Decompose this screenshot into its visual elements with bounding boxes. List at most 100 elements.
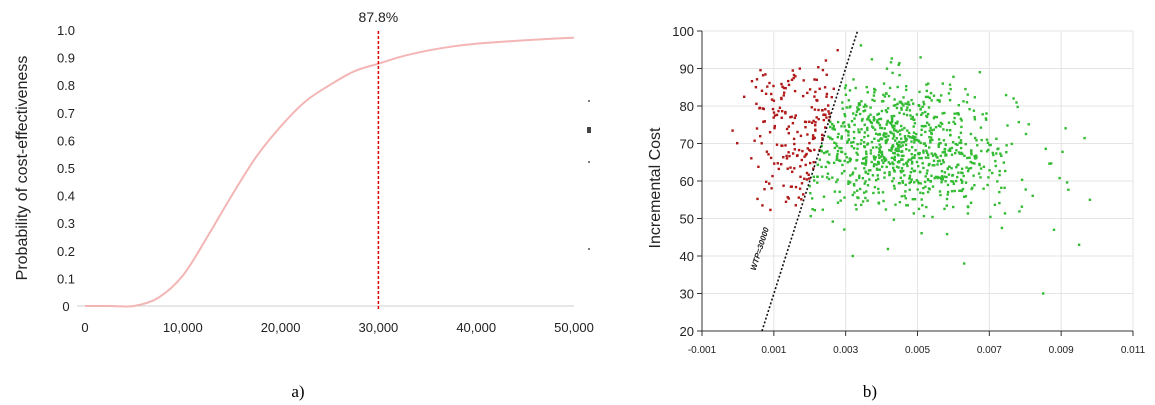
simulation-point — [843, 125, 846, 128]
simulation-point — [858, 174, 861, 177]
simulation-point — [949, 133, 952, 137]
simulation-point — [872, 126, 875, 129]
simulation-point — [937, 145, 940, 148]
simulation-point — [877, 133, 880, 136]
simulation-point — [893, 158, 896, 162]
simulation-point — [863, 145, 866, 148]
simulation-point — [959, 146, 963, 150]
simulation-point — [828, 112, 831, 115]
simulation-point — [907, 134, 910, 138]
simulation-point — [925, 149, 928, 152]
simulation-point — [768, 131, 772, 134]
simulation-point — [991, 171, 994, 175]
simulation-point — [875, 163, 878, 166]
simulation-point — [913, 181, 916, 184]
simulation-point — [840, 125, 843, 128]
simulation-point — [901, 144, 904, 147]
simulation-point — [1003, 186, 1006, 189]
simulation-point — [940, 177, 943, 181]
simulation-point — [940, 170, 944, 173]
simulation-point — [836, 153, 839, 156]
simulation-point — [831, 138, 834, 141]
simulation-point — [1002, 161, 1005, 164]
simulation-point — [882, 161, 885, 165]
simulation-point — [928, 136, 931, 139]
simulation-point — [878, 132, 881, 136]
ceac-x-tick-label: 10,000 — [163, 320, 203, 335]
simulation-point — [827, 104, 830, 107]
simulation-point — [786, 167, 789, 170]
simulation-point — [906, 204, 909, 207]
simulation-point — [839, 199, 842, 202]
simulation-point — [849, 174, 852, 177]
simulation-point — [999, 152, 1002, 155]
simulation-point — [966, 93, 969, 96]
simulation-point — [922, 103, 926, 106]
simulation-point — [859, 112, 862, 116]
simulation-point — [908, 177, 911, 180]
simulation-point — [873, 158, 876, 161]
simulation-point — [895, 147, 898, 150]
simulation-point — [878, 151, 881, 154]
simulation-point — [973, 184, 976, 187]
simulation-point — [866, 172, 870, 175]
simulation-point — [832, 161, 836, 164]
simulation-point — [986, 141, 990, 144]
ceac-curve — [85, 36, 575, 308]
simulation-point — [782, 156, 785, 159]
simulation-point — [960, 167, 964, 170]
simulation-point — [912, 102, 915, 105]
simulation-point — [764, 92, 768, 95]
simulation-point — [812, 175, 815, 178]
simulation-point — [755, 127, 759, 130]
simulation-point — [1027, 123, 1030, 126]
simulation-point — [924, 95, 928, 99]
simulation-point — [891, 126, 894, 129]
simulation-point — [966, 205, 969, 208]
simulation-point — [863, 182, 866, 185]
simulation-point — [793, 142, 796, 146]
simulation-point — [938, 176, 942, 179]
simulation-point — [869, 149, 873, 152]
simulation-point — [843, 86, 847, 90]
simulation-point — [884, 208, 888, 211]
simulation-point — [874, 156, 877, 159]
simulation-point — [932, 94, 936, 97]
simulation-point — [827, 110, 830, 113]
simulation-point — [808, 177, 811, 180]
simulation-point — [963, 154, 966, 157]
simulation-point — [821, 68, 825, 72]
simulation-point — [885, 132, 888, 135]
simulation-point — [865, 190, 868, 193]
simulation-point — [857, 196, 860, 200]
simulation-point — [888, 173, 891, 176]
simulation-point — [980, 149, 983, 153]
simulation-point — [772, 84, 775, 88]
simulation-point — [960, 119, 963, 122]
simulation-point — [908, 109, 912, 112]
simulation-point — [877, 191, 880, 194]
simulation-point — [938, 99, 941, 102]
simulation-point — [905, 148, 908, 151]
simulation-point — [887, 134, 890, 138]
simulation-point — [994, 159, 997, 163]
simulation-point — [878, 168, 881, 171]
simulation-point — [896, 145, 900, 148]
simulation-point — [770, 187, 773, 190]
simulation-point — [925, 89, 928, 93]
simulation-point — [855, 110, 859, 113]
simulation-point — [757, 165, 760, 168]
simulation-point — [924, 175, 927, 178]
simulation-point — [899, 101, 902, 104]
simulation-point — [851, 171, 855, 174]
simulation-point — [951, 180, 955, 183]
simulation-point — [975, 139, 978, 142]
simulation-point — [922, 142, 926, 145]
simulation-point — [815, 78, 818, 81]
simulation-point — [964, 181, 968, 184]
simulation-point — [904, 190, 907, 193]
simulation-point — [814, 90, 817, 94]
simulation-point — [873, 137, 876, 140]
simulation-point — [1005, 144, 1008, 147]
simulation-point — [888, 149, 891, 152]
